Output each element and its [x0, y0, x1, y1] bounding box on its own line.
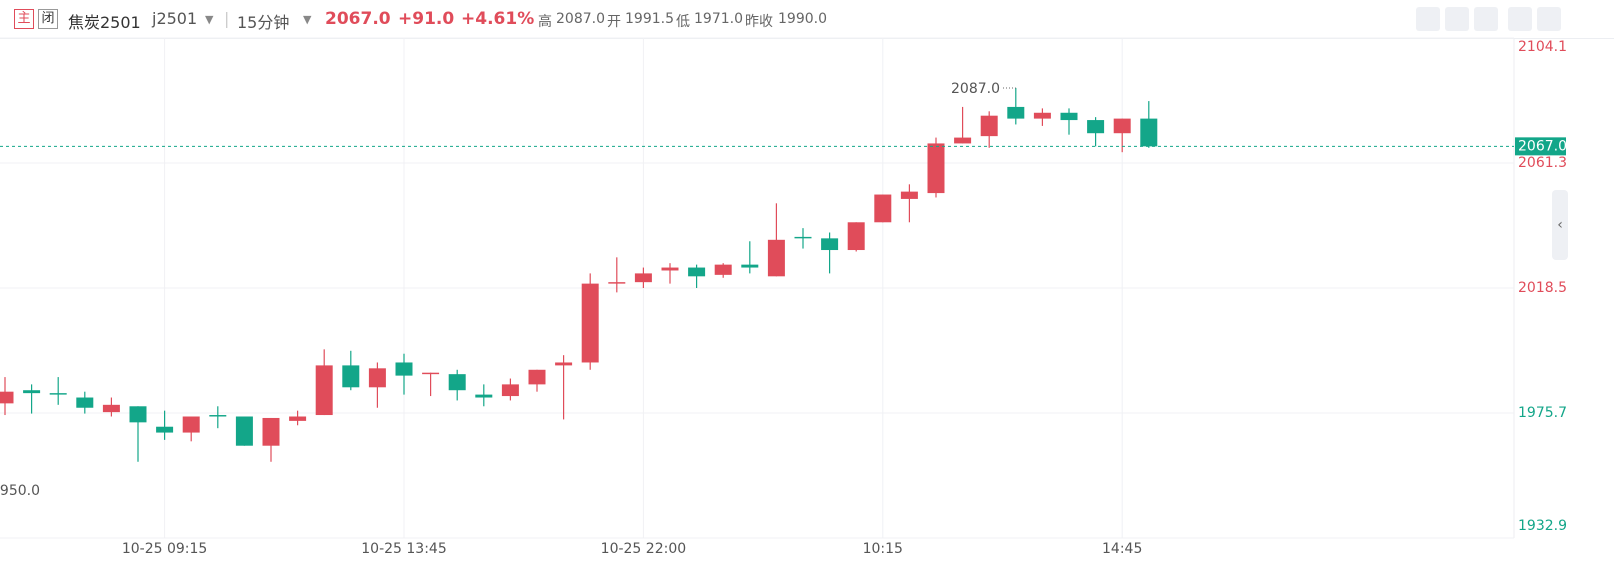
candle-body [289, 416, 307, 421]
candle-body [980, 115, 998, 137]
prev-close-value: 1990.0 [778, 11, 827, 27]
candle-body [714, 264, 732, 275]
candle-body [422, 372, 440, 375]
x-tick-label: 10-25 13:45 [361, 541, 446, 557]
candle-body [76, 397, 94, 408]
instrument-name[interactable]: 焦炭2501 [68, 13, 141, 32]
tool-button[interactable] [1416, 7, 1440, 31]
candle-body [1140, 118, 1158, 147]
candle-body [634, 273, 652, 283]
prev-close-label: 昨收 [745, 14, 773, 30]
last-price-box [1515, 137, 1566, 156]
high-value: 2087.0 [556, 11, 605, 27]
instrument-code[interactable]: j2501 [152, 9, 198, 28]
high-annotation: 2087.0 [951, 81, 1000, 97]
candle-body [475, 394, 493, 398]
close-button[interactable] [1537, 7, 1561, 31]
candle-body [1060, 112, 1078, 121]
candle-body [209, 415, 227, 417]
candle-body [847, 222, 865, 251]
low-annotation: 1950.0 [0, 483, 40, 499]
candle-body [555, 362, 573, 366]
badge: 主 [14, 9, 34, 29]
separator: | [224, 9, 230, 28]
dropdown-arrow[interactable]: ▼ [205, 13, 214, 26]
y-tick-label: 2061.3 [1518, 155, 1567, 171]
candle-body [342, 365, 360, 388]
low-label: 低 [676, 14, 690, 30]
candle-body [182, 416, 200, 433]
candle-body [688, 267, 706, 277]
open-value: 1991.5 [625, 11, 674, 27]
expand-button[interactable] [1508, 7, 1532, 31]
candle-body [954, 137, 972, 144]
x-tick-label: 10:15 [863, 541, 903, 557]
candle-body [608, 282, 626, 284]
side-tab[interactable] [1552, 190, 1568, 260]
candle-body [741, 264, 759, 268]
candle-body [1087, 120, 1105, 134]
candle-body [767, 239, 785, 277]
candle-body [23, 390, 41, 394]
period[interactable]: 15分钟 [237, 13, 290, 32]
high-label: 高 [538, 14, 552, 30]
draw-button[interactable] [1445, 7, 1469, 31]
change-pct: +4.61% [461, 9, 535, 29]
last-price-label: 2067.0 [1518, 138, 1567, 154]
candle-body [395, 362, 413, 376]
candle-body [448, 374, 466, 391]
candle-body [0, 391, 14, 404]
candle-body [501, 384, 519, 397]
candle-body [874, 194, 892, 223]
candle-body [102, 404, 120, 413]
x-tick-label: 10-25 09:15 [122, 541, 207, 557]
candle-body [49, 393, 67, 395]
candle-body [927, 143, 945, 194]
last-price: 2067.0 [325, 9, 391, 29]
chart-type-button[interactable] [1474, 7, 1498, 31]
candle-body [262, 417, 280, 446]
candle-body [900, 191, 918, 199]
open-label: 开 [607, 14, 621, 30]
candle-body [821, 238, 839, 251]
candle-body [315, 365, 333, 416]
candle-body [156, 426, 174, 433]
candle-body [794, 236, 812, 239]
x-tick-label: 14:45 [1102, 541, 1142, 557]
change: +91.0 [398, 9, 455, 29]
y-tick-label: 1932.9 [1518, 518, 1567, 534]
dropdown-arrow[interactable]: ▼ [303, 13, 312, 26]
candle-body [129, 406, 147, 423]
header: 主 闭 焦炭2501 j2501 ▼ | 15分钟 ▼ 2067.0 +91.0… [0, 0, 1614, 39]
candle-body [368, 368, 386, 388]
side-tab-arrow[interactable]: ‹ [1557, 217, 1563, 233]
closed-badge: 闭 [38, 9, 58, 29]
candle-body [661, 267, 679, 271]
candle-body [528, 369, 546, 385]
candle-body [1007, 106, 1025, 119]
candle-body [1113, 118, 1131, 134]
low-value: 1971.0 [694, 11, 743, 27]
y-tick-label: 2018.5 [1518, 280, 1567, 296]
y-tick-label: 2104.1 [1518, 39, 1567, 55]
x-tick-label: 10-25 22:00 [601, 541, 686, 557]
candle-body [235, 416, 253, 446]
y-tick-label: 1975.7 [1518, 405, 1567, 421]
candle-body [581, 283, 599, 363]
candle-body [1033, 112, 1051, 119]
